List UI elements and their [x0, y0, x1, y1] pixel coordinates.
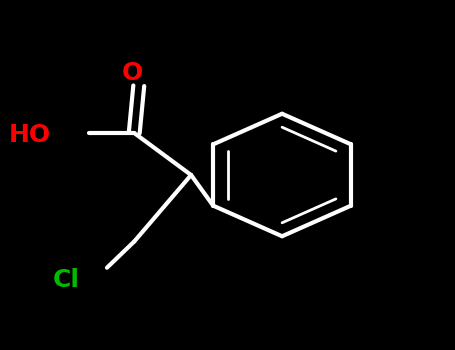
- Text: O: O: [121, 62, 142, 85]
- Text: Cl: Cl: [52, 268, 79, 292]
- Text: HO: HO: [9, 123, 51, 147]
